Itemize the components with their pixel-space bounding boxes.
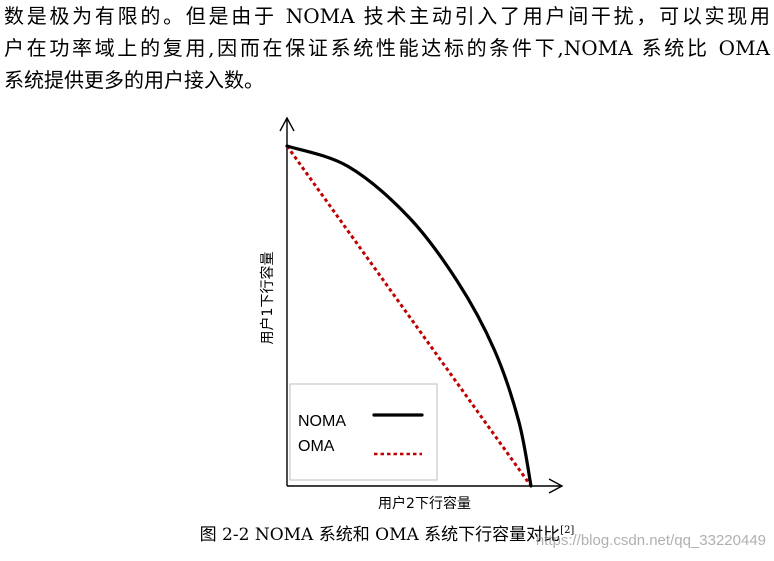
chart-series-layer [285, 144, 533, 488]
paragraph-line-1: 数是极为有限的。但是由于 NOMA 技术主动引入了用户间干扰，可以实现用 [4, 4, 770, 28]
chart-axes [279, 116, 564, 494]
legend-label-noma: NOMA [298, 413, 346, 430]
series-noma-line [285, 144, 533, 488]
figure-caption: 图 2-2 NOMA 系统和 OMA 系统下行容量对比[2] [0, 520, 774, 545]
legend-label-oma: OMA [298, 438, 335, 455]
chart-labels-layer: 用户2下行容量 用户1下行容量 [259, 252, 471, 512]
body-paragraph: 数是极为有限的。但是由于 NOMA 技术主动引入了用户间干扰，可以实现用 户在功… [4, 0, 770, 96]
y-axis-arrow [279, 116, 295, 132]
figure-caption-text: 图 2-2 NOMA 系统和 OMA 系统下行容量对比 [199, 525, 561, 545]
series-oma-line [285, 145, 533, 487]
figure-caption-reference: [2] [560, 525, 575, 536]
paragraph-line-2: 户在功率域上的复用,因而在保证系统性能达标的条件下,NOMA 系统比 OMA [4, 36, 770, 60]
x-axis-arrow [548, 478, 564, 494]
x-axis-label: 用户2下行容量 [378, 495, 471, 512]
chart-legend: NOMA OMA [289, 383, 438, 481]
y-axis-label: 用户1下行容量 [259, 252, 276, 345]
watermark-url: https://blog.csdn.net/qq_33220449 [535, 532, 766, 549]
legend-box [289, 383, 438, 481]
paragraph-line-3: 系统提供更多的用户接入数。 [4, 68, 264, 92]
